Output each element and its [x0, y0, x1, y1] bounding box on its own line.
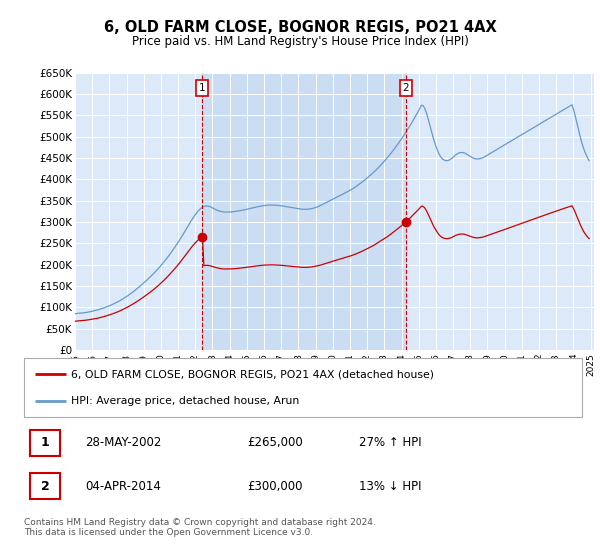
Text: 04-APR-2014: 04-APR-2014: [85, 480, 161, 493]
Text: Contains HM Land Registry data © Crown copyright and database right 2024.
This d: Contains HM Land Registry data © Crown c…: [24, 518, 376, 538]
Text: 1: 1: [41, 436, 49, 449]
Bar: [202, 73, 406, 350]
Text: 2: 2: [41, 480, 49, 493]
Text: 2: 2: [403, 83, 409, 93]
Text: 6, OLD FARM CLOSE, BOGNOR REGIS, PO21 4AX: 6, OLD FARM CLOSE, BOGNOR REGIS, PO21 4A…: [104, 20, 496, 35]
Text: 6, OLD FARM CLOSE, BOGNOR REGIS, PO21 4AX (detached house): 6, OLD FARM CLOSE, BOGNOR REGIS, PO21 4A…: [71, 369, 434, 379]
Text: 13% ↓ HPI: 13% ↓ HPI: [359, 480, 421, 493]
Text: Price paid vs. HM Land Registry's House Price Index (HPI): Price paid vs. HM Land Registry's House …: [131, 35, 469, 48]
Text: 28-MAY-2002: 28-MAY-2002: [85, 436, 162, 449]
Text: 1: 1: [199, 83, 205, 93]
FancyBboxPatch shape: [29, 473, 60, 499]
Text: £265,000: £265,000: [247, 436, 303, 449]
Text: 27% ↑ HPI: 27% ↑ HPI: [359, 436, 421, 449]
Text: HPI: Average price, detached house, Arun: HPI: Average price, detached house, Arun: [71, 396, 299, 407]
Text: £300,000: £300,000: [247, 480, 303, 493]
FancyBboxPatch shape: [24, 358, 582, 417]
FancyBboxPatch shape: [29, 430, 60, 456]
